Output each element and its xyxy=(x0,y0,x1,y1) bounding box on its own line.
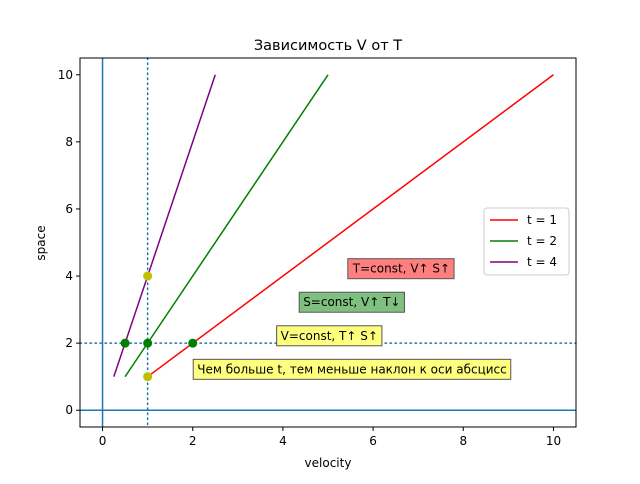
annotation-box-1 xyxy=(298,291,405,313)
x-axis-label: velocity xyxy=(305,456,352,470)
y-tick-label-0: 0 xyxy=(65,403,73,417)
x-tick-label-4: 8 xyxy=(459,434,467,448)
legend: t = 1 t = 2 t = 4 xyxy=(483,207,570,276)
series-line-0 xyxy=(147,74,554,378)
x-tick-label-0: 0 xyxy=(99,434,107,448)
data-point-1 xyxy=(143,338,153,348)
annotation-0: T=const, V↑ S↑ xyxy=(347,258,455,280)
data-point-2 xyxy=(188,338,198,348)
x-tick-label-1: 2 xyxy=(189,434,197,448)
data-point-3 xyxy=(143,271,153,281)
annotation-text-2: V=const, T↑ S↑ xyxy=(281,329,378,343)
annotation-text-0: T=const, V↑ S↑ xyxy=(352,262,450,276)
series-line-1 xyxy=(124,74,329,378)
point-markers xyxy=(120,271,198,382)
y-tick-label-3: 6 xyxy=(65,202,73,216)
y-axis-ticks: 0 2 4 6 8 10 xyxy=(58,68,80,417)
x-axis-ticks: 0 2 4 6 8 10 xyxy=(99,427,561,448)
series-lines xyxy=(113,74,554,378)
data-point-4 xyxy=(143,372,153,382)
reference-lines xyxy=(79,57,577,428)
y-tick-label-4: 8 xyxy=(65,135,73,149)
plot-frame xyxy=(79,57,577,428)
x-tick-label-5: 10 xyxy=(546,434,561,448)
y-tick-label-1: 2 xyxy=(65,336,73,350)
legend-label-1: t = 2 xyxy=(527,234,557,248)
annotation-2: V=const, T↑ S↑ xyxy=(276,325,383,347)
chart-title: Зависимость V от T xyxy=(254,38,402,54)
y-axis-label: space xyxy=(34,225,48,260)
annotation-box-2 xyxy=(276,325,383,347)
legend-label-2: t = 4 xyxy=(527,255,557,269)
legend-label-0: t = 1 xyxy=(527,213,557,227)
y-tick-label-2: 4 xyxy=(65,269,73,283)
annotation-box-0 xyxy=(347,258,455,280)
annotation-3: Чем больше t, тем меньше наклон к оси аб… xyxy=(192,358,512,380)
annotation-1: S=const, V↑ T↓ xyxy=(298,291,405,313)
x-tick-label-2: 4 xyxy=(279,434,287,448)
y-tick-label-5: 10 xyxy=(58,68,73,82)
legend-box xyxy=(483,207,570,276)
x-tick-label-3: 6 xyxy=(369,434,377,448)
annotation-text-3: Чем больше t, тем меньше наклон к оси аб… xyxy=(197,362,507,376)
annotation-text-1: S=const, V↑ T↓ xyxy=(303,295,400,309)
annotations: T=const, V↑ S↑ S=const, V↑ T↓ V=const, T↑ … xyxy=(192,258,512,380)
data-point-0 xyxy=(120,338,130,348)
series-line-2 xyxy=(113,74,216,377)
annotation-box-3 xyxy=(192,358,512,380)
